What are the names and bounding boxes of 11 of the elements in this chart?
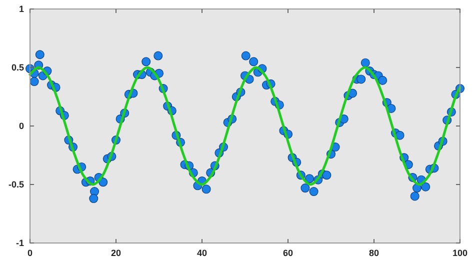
x-tick-label: 40 [196, 248, 208, 258]
x-tick-label: 100 [452, 248, 468, 258]
y-tick-label: 1 [18, 4, 24, 14]
y-tick-label: -1 [16, 238, 24, 248]
x-tick-label: 80 [368, 248, 380, 258]
x-tick-label: 20 [110, 248, 122, 258]
y-tick-label: 0 [18, 121, 24, 131]
x-tick-label: 60 [282, 248, 294, 258]
y-tick-label: -0.5 [8, 180, 24, 190]
y-tick-label: 0.5 [11, 62, 24, 72]
x-tick-label: 0 [27, 248, 33, 258]
